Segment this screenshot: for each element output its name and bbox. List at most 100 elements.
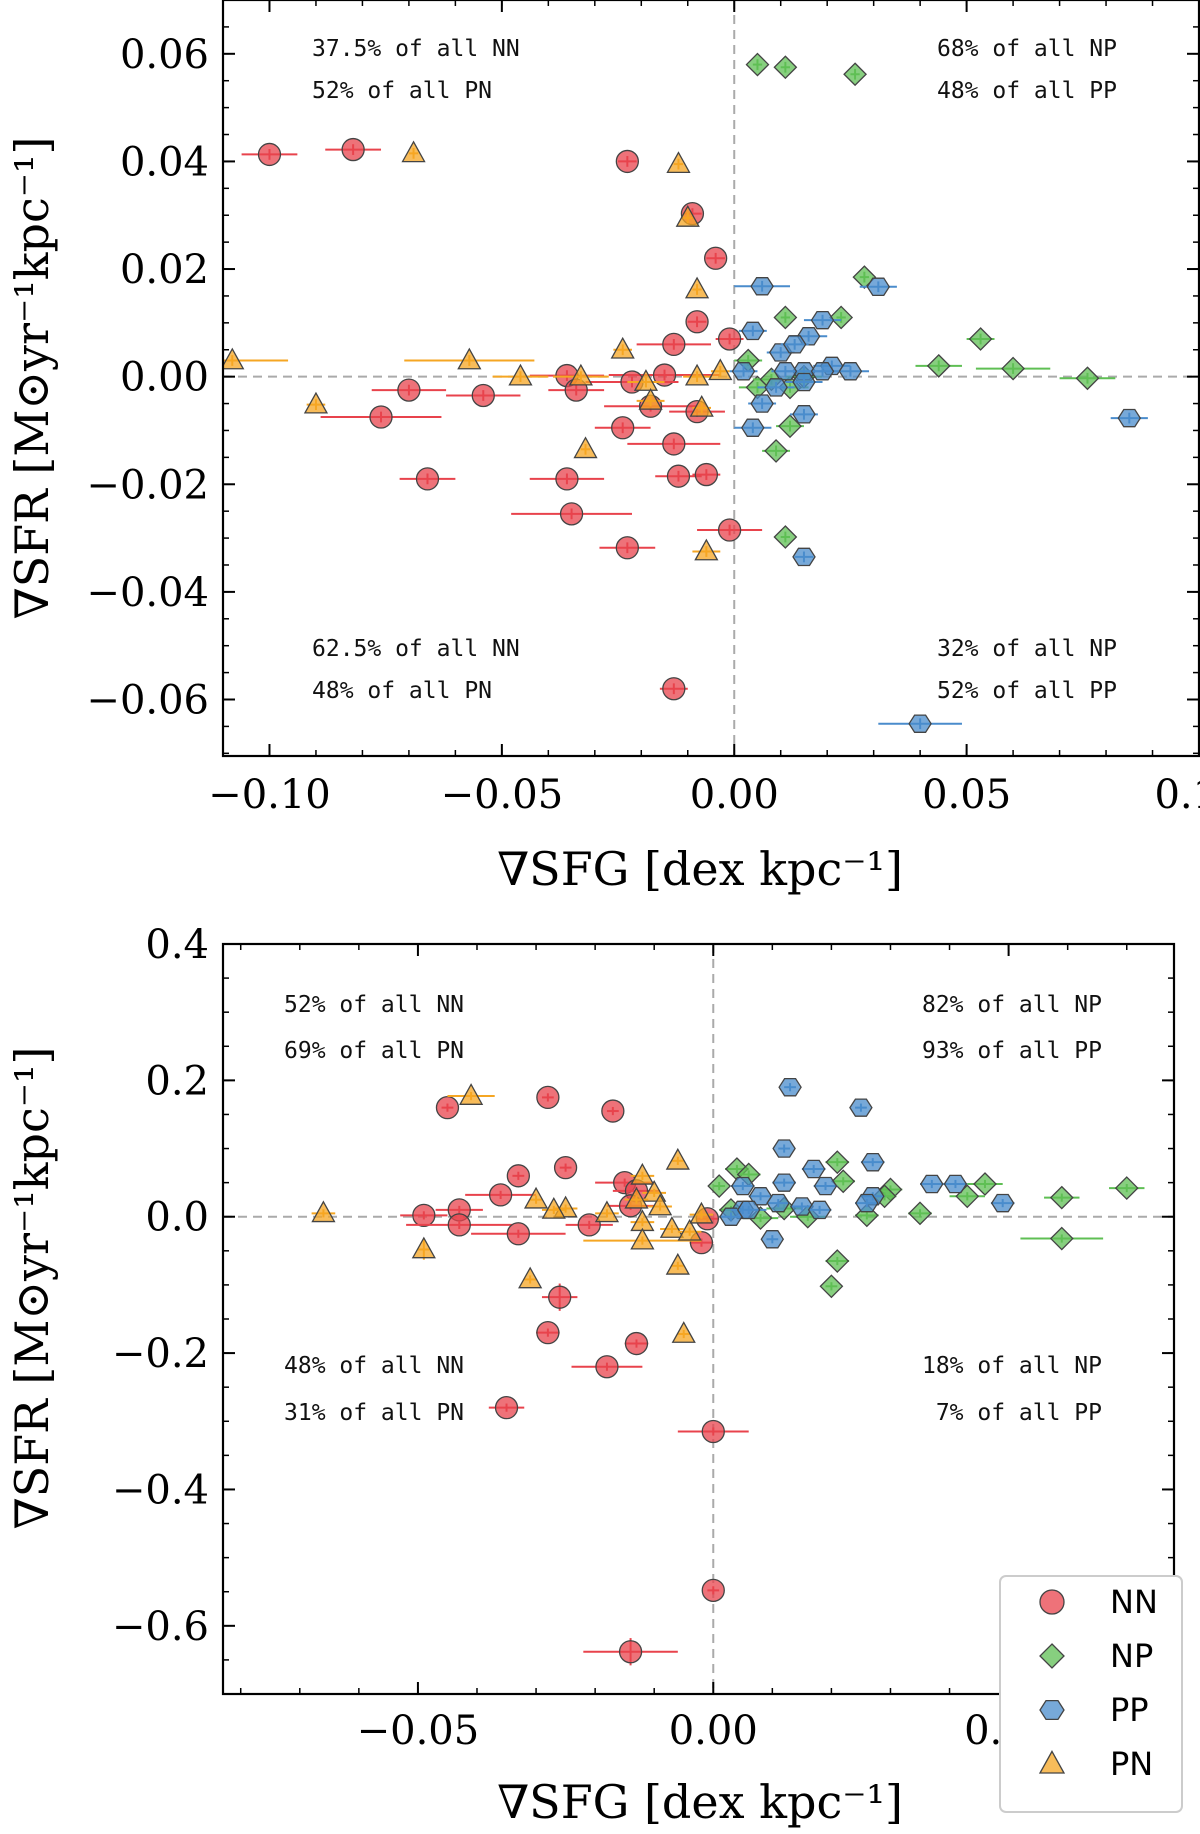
nn-point bbox=[717, 518, 742, 542]
bottom-annotation-tl-2: 69% of all PN bbox=[284, 1038, 464, 1064]
pp-point bbox=[766, 1193, 790, 1213]
top-annotation-br-2: 52% of all PP bbox=[937, 678, 1117, 704]
y-tick-label: 0.04 bbox=[120, 139, 209, 185]
y-tick-label: −0.02 bbox=[86, 462, 209, 508]
pp-point bbox=[782, 335, 807, 354]
np-point bbox=[707, 1174, 732, 1198]
pp-point bbox=[773, 362, 798, 381]
pp-point bbox=[1117, 408, 1142, 428]
y-tick-label: 0.02 bbox=[120, 247, 209, 293]
nn-point bbox=[662, 432, 686, 456]
y-tick-label: 0.0 bbox=[145, 1195, 209, 1241]
pp-point bbox=[943, 1174, 968, 1194]
pn-point bbox=[630, 1227, 655, 1250]
pn-point bbox=[630, 1162, 655, 1185]
np-point bbox=[773, 55, 798, 80]
x-tick-label: −0.05 bbox=[357, 1708, 480, 1754]
top-annotation-bl-2: 48% of all PN bbox=[312, 678, 492, 704]
legend-label-nn: NN bbox=[1110, 1583, 1158, 1621]
nn-point bbox=[666, 464, 691, 488]
pp-point bbox=[772, 1173, 796, 1192]
np-point bbox=[825, 1150, 850, 1175]
nn-point bbox=[694, 462, 719, 487]
pn-point bbox=[689, 1201, 714, 1224]
pn-point bbox=[675, 205, 700, 227]
pn-point bbox=[594, 1200, 620, 1223]
np-point bbox=[1001, 356, 1026, 381]
pp-point bbox=[719, 1207, 743, 1226]
np-point bbox=[829, 305, 854, 330]
top-scatter-panel: −0.10 −0.05 0.00 0.05 0.10 −0.06 −0.04 −0.02 0.0… bbox=[5, 0, 1200, 896]
pp-point bbox=[731, 1176, 755, 1196]
pp-point bbox=[736, 1200, 761, 1220]
nn-point bbox=[471, 383, 495, 408]
pp-point bbox=[807, 1200, 832, 1220]
y-tick-label: 0.2 bbox=[145, 1058, 209, 1104]
pp-point bbox=[764, 378, 788, 397]
y-tick-label: 0.06 bbox=[120, 32, 209, 78]
nn-point bbox=[548, 1285, 572, 1309]
y-tick-label: −0.06 bbox=[86, 678, 209, 724]
x-tick-label: 0.00 bbox=[690, 772, 779, 818]
np-point bbox=[764, 438, 788, 463]
nn-point bbox=[615, 149, 639, 174]
nn-point bbox=[615, 536, 639, 560]
np-point bbox=[1049, 1226, 1074, 1251]
pn-point bbox=[633, 369, 659, 391]
pp-point bbox=[810, 362, 835, 381]
top-data-marks bbox=[223, 52, 1148, 733]
pn-point bbox=[303, 391, 329, 414]
nn-point bbox=[703, 246, 728, 270]
legend-markers bbox=[1038, 1589, 1066, 1774]
y-tick-label: 0.00 bbox=[120, 355, 209, 401]
np-point bbox=[843, 62, 867, 87]
legend-label-pp: PP bbox=[1110, 1691, 1149, 1729]
np-point bbox=[773, 305, 798, 330]
top-annotation-br-1: 32% of all NP bbox=[937, 636, 1117, 662]
legend: NN NP PP PN bbox=[999, 1575, 1183, 1813]
bottom-annotation-bl-1: 48% of all NN bbox=[284, 1353, 464, 1379]
top-annotation-bl-1: 62.5% of all NN bbox=[312, 636, 520, 662]
pn-point bbox=[648, 1193, 673, 1216]
pn-point bbox=[666, 151, 691, 174]
pn-point bbox=[523, 1186, 549, 1209]
nn-point bbox=[506, 1222, 530, 1246]
pp-point bbox=[748, 1187, 773, 1206]
legend-marker-nn bbox=[1039, 1589, 1065, 1615]
x-tick-label: −0.05 bbox=[441, 772, 564, 818]
pp-point bbox=[908, 714, 932, 733]
y-tick-label: −0.4 bbox=[112, 1467, 209, 1513]
pn-point bbox=[311, 1200, 336, 1223]
legend-marker-np bbox=[1039, 1643, 1065, 1669]
bottom-y-axis-label: ∇SFR [M⊙yr⁻¹kpc⁻¹] bbox=[5, 1047, 59, 1530]
pn-point bbox=[677, 1218, 702, 1241]
pn-point bbox=[689, 394, 714, 417]
nn-point bbox=[553, 1155, 578, 1180]
nn-point bbox=[701, 1578, 725, 1603]
pn-point bbox=[401, 140, 426, 163]
nn-point bbox=[662, 677, 686, 701]
pn-point bbox=[518, 1266, 543, 1289]
pp-point bbox=[849, 1098, 873, 1117]
x-tick-label: 0.10 bbox=[1154, 772, 1200, 818]
nn-point bbox=[488, 1183, 513, 1207]
np-point bbox=[773, 525, 798, 549]
nn-point bbox=[341, 137, 365, 162]
pn-point bbox=[665, 1147, 690, 1170]
y-tick-label: −0.2 bbox=[112, 1331, 209, 1377]
pn-point bbox=[411, 1236, 436, 1259]
top-annotation-tr-2: 48% of all PP bbox=[937, 78, 1117, 104]
legend-label-np: NP bbox=[1110, 1637, 1153, 1675]
bottom-reference-lines bbox=[223, 944, 1174, 1694]
nn-point bbox=[652, 363, 677, 387]
top-annotation-tl-2: 52% of all PN bbox=[312, 78, 492, 104]
pp-point bbox=[750, 277, 774, 296]
pn-point bbox=[541, 1197, 566, 1219]
pp-point bbox=[741, 418, 765, 437]
bottom-x-axis-label: ∇SFG [dex kpc⁻¹] bbox=[497, 1775, 903, 1829]
bottom-annotation-tr-2: 93% of all PP bbox=[922, 1038, 1102, 1064]
bottom-data-marks bbox=[311, 1077, 1145, 1666]
bottom-annotation-tl-1: 52% of all NN bbox=[284, 992, 464, 1018]
